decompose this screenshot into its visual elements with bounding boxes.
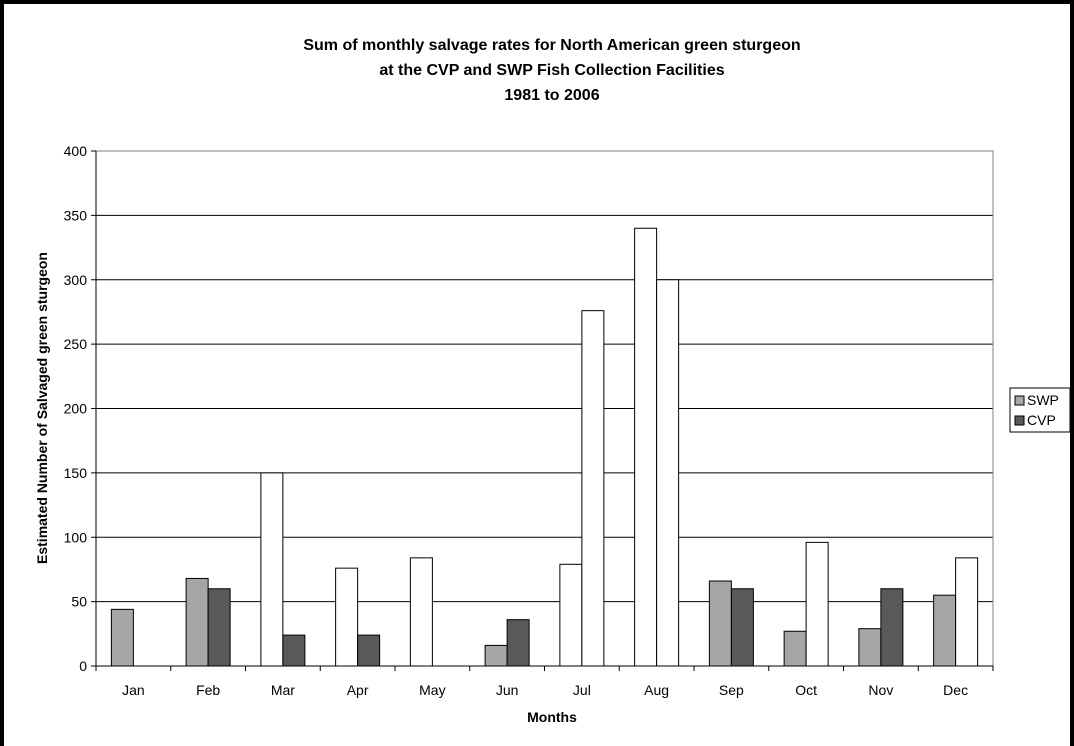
bars	[110, 227, 979, 667]
y-tick-label: 400	[64, 143, 88, 159]
bar-swp-oct	[783, 630, 807, 667]
bar-swp-mar	[260, 472, 284, 667]
y-tick-labels: 0 50 100 150 200 250 300 350 400	[64, 143, 88, 674]
bar-swp-sep	[708, 580, 732, 667]
bar-swp-jan	[110, 608, 134, 667]
bar-swp-dec	[933, 594, 957, 667]
x-tick-label: Nov	[868, 682, 893, 698]
y-tick-label: 100	[64, 529, 88, 545]
y-tick-label: 200	[64, 401, 88, 417]
gridlines	[96, 150, 993, 603]
bar-cvp-feb	[207, 588, 231, 667]
bar-swp-aug	[634, 227, 658, 667]
y-tick-label: 350	[64, 207, 88, 223]
bar-swp-feb	[185, 577, 209, 667]
bar-swp-jun	[484, 644, 508, 667]
chart-title-line-1: Sum of monthly salvage rates for North A…	[303, 37, 800, 54]
x-tick-label: Oct	[795, 682, 817, 698]
legend-label-cvp: CVP	[1027, 412, 1056, 428]
x-axis-label: Months	[527, 709, 577, 725]
legend-swatch-swp	[1014, 395, 1025, 406]
x-tick-label: Aug	[644, 682, 669, 698]
legend-label-swp: SWP	[1027, 392, 1059, 408]
x-tick-label: May	[419, 682, 445, 698]
bar-swp-nov	[858, 628, 882, 667]
x-tick-label: Apr	[347, 682, 369, 698]
bar-swp-may	[409, 557, 433, 667]
x-tick-label: Feb	[196, 682, 220, 698]
x-tick-label: Jun	[496, 682, 519, 698]
bar-cvp-oct	[805, 541, 829, 667]
chart-title-line-2: at the CVP and SWP Fish Collection Facil…	[379, 62, 724, 79]
bar-cvp-nov	[880, 588, 904, 667]
chart-title-line-3: 1981 to 2006	[504, 87, 599, 104]
y-tick-label: 50	[71, 594, 87, 610]
bar-cvp-jun	[506, 619, 530, 667]
x-tick-label: Jul	[573, 682, 591, 698]
x-tick-label: Dec	[943, 682, 968, 698]
y-tick-label: 300	[64, 272, 88, 288]
x-tick-label: Mar	[271, 682, 295, 698]
x-tick-label: Sep	[719, 682, 744, 698]
bar-cvp-apr	[357, 634, 381, 667]
y-tick-label: 250	[64, 336, 88, 352]
bar-swp-jul	[559, 563, 583, 667]
y-tick-label: 0	[79, 658, 87, 674]
bar-cvp-mar	[282, 634, 306, 667]
y-axis-label: Estimated Number of Salvaged green sturg…	[34, 252, 50, 564]
bar-swp-apr	[335, 567, 359, 667]
x-tick-label: Jan	[122, 682, 145, 698]
bar-cvp-dec	[955, 557, 979, 667]
axes	[91, 150, 994, 671]
bar-cvp-jul	[581, 310, 605, 667]
x-tick-labels: Jan Feb Mar Apr May Jun Jul Aug Sep Oct Nov Dec	[122, 682, 968, 698]
y-tick-label: 150	[64, 465, 88, 481]
legend-box	[1009, 387, 1071, 433]
bar-cvp-sep	[730, 588, 754, 667]
legend-swatch-cvp	[1014, 415, 1025, 426]
legend: SWP CVP	[1009, 387, 1071, 433]
bar-cvp-aug	[656, 279, 680, 667]
